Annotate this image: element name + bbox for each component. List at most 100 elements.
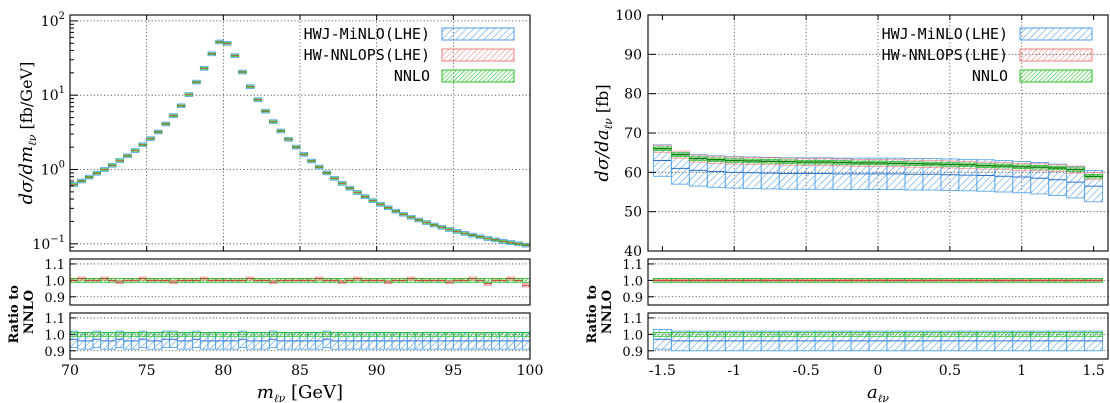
right-ratio-nnlo-band [652, 331, 672, 337]
right-ratio-nnlo-band [868, 331, 888, 337]
left-ratio-nnlo-band [146, 331, 155, 337]
right-ratio-nnlo-band [778, 331, 798, 337]
right-xlabel: aℓν [867, 382, 889, 403]
left-ratio-nnlo-band [383, 331, 393, 337]
left-ytick-label: 100 [41, 159, 65, 178]
left-ratio-nnlo-band [521, 277, 531, 283]
left-legend-swatch [441, 69, 515, 83]
left-ratio-nnlo-band [161, 331, 171, 337]
left-ratio-nnlo-band [468, 331, 477, 337]
left-ratio-nnlo-band [253, 331, 263, 337]
right-ratio-nnlo-band [796, 331, 816, 337]
right-ratio-nnlo-band [1084, 331, 1104, 337]
left-ratio-ytick-label: 1.0 [44, 274, 65, 289]
right-ratio-ytick-label: 0.9 [622, 291, 643, 306]
right-ratio-ytick-label: 1.1 [622, 258, 643, 273]
right-legend-label: HW-NNLOPS(LHE) [882, 46, 1008, 64]
left-ratio-nnlo-band [261, 331, 270, 337]
left-ratio-nnlo-band [184, 331, 194, 337]
left-ratio-nnlo-band [176, 331, 186, 337]
right-ratio-nnlo-band [832, 331, 852, 337]
left-ratio-nnlo-band [192, 331, 201, 337]
right-xtick-label: -1.5 [649, 363, 676, 379]
left-ratio-nnlo-band [169, 331, 178, 337]
left-ratio-nnlo-band [330, 331, 339, 337]
left-ytick-base: 10 [41, 162, 59, 178]
left-ratio-nnlo-band [222, 331, 232, 337]
left-ratio-nnlo-band [483, 331, 493, 337]
right-ratio-nnlo-band [958, 331, 978, 337]
left-ratio-nnlo-band [291, 331, 301, 337]
left-xticks: 70 75 80 85 90 95 100 [61, 363, 543, 379]
right-legend-swatch [1019, 69, 1093, 83]
right-ratio-nnlo-band [1012, 331, 1032, 337]
left-ratio-nnlo-band [322, 331, 332, 337]
right-ytick-label: 100 [615, 8, 642, 24]
left-xtick-label: 90 [368, 363, 386, 379]
left-ratio-nnlo-band [445, 331, 454, 337]
left-legend-swatch [441, 27, 515, 41]
left-ratio-nnlo-band [138, 331, 148, 337]
right-ratio-nnlo-band [670, 331, 690, 337]
right-ratio-nnlo-band [688, 331, 708, 337]
right-xtick-label: 1.5 [1082, 363, 1104, 379]
right-ratio-upper-frame [647, 258, 1109, 306]
left-ratio-nnlo-band [422, 331, 431, 337]
left-ratio-nnlo-band [276, 331, 286, 337]
right-ratio-nnlo-band [1066, 331, 1086, 337]
right-ylabel-main: dσ/da [592, 129, 613, 181]
right-ratio-ylabel: Ratio to NNLO [585, 281, 615, 344]
left-legend-label: HW-NNLOPS(LHE) [304, 46, 430, 64]
left-ytick-label: 101 [41, 85, 65, 104]
left-ytick-exp: 0 [59, 159, 65, 170]
left-ratio-nnlo-band [345, 331, 355, 337]
left-ratio-nnlo-band [483, 277, 493, 283]
left-ratio-nnlo-band [360, 331, 370, 337]
right-ratio-nnlo-band [760, 331, 780, 337]
right-ratio-upper: 0.9 1.01.1 [622, 258, 1108, 306]
left-legend: HWJ-MiNLO(LHE) HW-NNLOPS(LHE) NNLO [304, 25, 515, 85]
left-ytick-exp: −1 [50, 234, 65, 245]
right-xtick-label: 0 [874, 363, 883, 379]
left-xtick-label: 80 [214, 363, 232, 379]
left-ytick-exp: 1 [59, 85, 65, 96]
left-ratio-nnlo-band [207, 331, 217, 337]
left-main-frame [69, 14, 531, 252]
left-ratio-nnlo-band [521, 331, 531, 337]
right-ytick-label: 50 [624, 205, 642, 221]
left-legend-label: NNLO [394, 67, 430, 85]
right-ylabel: dσ/daℓν [fb] [592, 84, 615, 181]
left-ratio-nnlo-band [353, 331, 362, 337]
right-legend: HWJ-MiNLO(LHE) HW-NNLOPS(LHE) NNLO [882, 25, 1093, 85]
right-ylabel-sub: ℓν [602, 118, 615, 130]
left-ratio-nnlo-band [514, 331, 523, 337]
left-ratio-nnlo-band [123, 331, 132, 337]
left-ratio-nnlo-band [399, 331, 408, 337]
left-ratio-ytick-label: 0.9 [44, 291, 65, 306]
right-ratio-lower-frame [647, 312, 1109, 360]
left-ytick-base: 10 [41, 88, 59, 104]
right-ratio-ytick-label: 0.9 [622, 345, 643, 360]
left-ytick-exp: 2 [59, 11, 65, 22]
left-ratio-nnlo-band [498, 331, 508, 337]
right-legend-label: NNLO [972, 67, 1008, 85]
right-ratio-nnlo-band [904, 331, 924, 337]
left-ratio-nnlo-band [153, 331, 163, 337]
right-legend-label: HWJ-MiNLO(LHE) [882, 25, 1008, 43]
right-legend-swatch [1019, 48, 1093, 62]
right-ratio-nnlo-band [1030, 331, 1050, 337]
right-ratio-nnlo-band [724, 331, 744, 337]
right-ratio-ylabel-line2: NNLO [600, 290, 615, 334]
left-ratio-nnlo-band [391, 331, 401, 337]
left-ratio-ylabel-line2: NNLO [22, 290, 37, 334]
right-ytick-label: 40 [624, 244, 642, 260]
right-xlabel-main: a [867, 382, 878, 403]
left-ratio-nnlo-band [84, 331, 94, 337]
left-ratio-nnlo-band [506, 331, 516, 337]
left-legend-label: HWJ-MiNLO(LHE) [304, 25, 430, 43]
left-ratio-ytick-label: 1.0 [44, 328, 65, 343]
left-xtick-label: 75 [138, 363, 156, 379]
